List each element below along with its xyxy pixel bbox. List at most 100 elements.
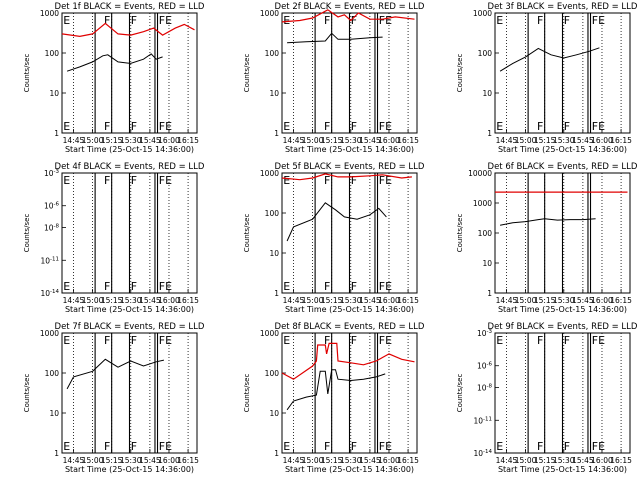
y-axis-label: Counts/sec bbox=[456, 374, 464, 413]
y-tick-label: 100 bbox=[265, 209, 280, 218]
flag-letter-bottom: E bbox=[283, 280, 290, 293]
y-tick-label: 1 bbox=[274, 289, 279, 298]
x-tick-label: 15:45 bbox=[572, 456, 594, 465]
flag-letter-top: F bbox=[537, 14, 543, 27]
panel-title: Det 1f BLACK = Events, RED = LLD bbox=[55, 2, 205, 12]
flag-letter-top: E bbox=[63, 14, 70, 27]
flag-letter-top: E bbox=[63, 174, 70, 187]
x-tick-label: 14:45 bbox=[496, 136, 518, 145]
x-axis-label: Start Time (25-Oct-15 14:36:00) bbox=[285, 145, 414, 154]
x-tick-label: 14:45 bbox=[63, 296, 85, 305]
x-tick-label: 16:15 bbox=[397, 136, 419, 145]
panel-det-4f: Det 4f BLACK = Events, RED = LLD Counts/s… bbox=[23, 162, 205, 314]
flag-letter-bottom: E bbox=[496, 440, 503, 453]
panel-title: Det 2f BLACK = Events, RED = LLD bbox=[275, 2, 425, 12]
x-tick-label: 15:30 bbox=[553, 136, 575, 145]
flag-letter-bottom: F bbox=[131, 440, 137, 453]
flag-letter-bottom: F bbox=[537, 440, 543, 453]
y-tick-label: 1000 bbox=[260, 169, 279, 178]
y-axis-label: Counts/sec bbox=[243, 374, 251, 413]
panel-title: Det 5f BLACK = Events, RED = LLD bbox=[275, 162, 425, 172]
flag-letter-bottom: F bbox=[351, 280, 357, 293]
x-tick-label: 16:00 bbox=[591, 296, 613, 305]
flag-letter-top: F bbox=[351, 14, 357, 27]
panel-title: Det 8f BLACK = Events, RED = LLD bbox=[275, 322, 425, 332]
flag-letter-bottom: F bbox=[131, 120, 137, 133]
flag-letter-bottom: FE bbox=[159, 120, 172, 133]
y-axis-label: Counts/sec bbox=[23, 54, 31, 93]
flag-letter-top: F bbox=[324, 14, 330, 27]
x-tick-label: 15:00 bbox=[515, 136, 537, 145]
y-tick-label: 10 bbox=[269, 409, 279, 418]
flag-letter-top: E bbox=[496, 334, 503, 347]
y-tick-label: 10-11 bbox=[40, 256, 59, 265]
x-tick-label: 15:15 bbox=[321, 296, 343, 305]
y-tick-label: 100 bbox=[265, 49, 280, 58]
x-tick-label: 15:15 bbox=[101, 456, 123, 465]
y-axis-label: Counts/sec bbox=[456, 54, 464, 93]
panel-det-9f: Det 9f BLACK = Events, RED = LLD Counts/s… bbox=[456, 322, 638, 474]
x-tick-label: 16:15 bbox=[177, 296, 199, 305]
flag-letter-bottom: F bbox=[131, 280, 137, 293]
x-tick-label: 15:00 bbox=[302, 456, 324, 465]
y-tick-label: 100 bbox=[478, 229, 493, 238]
x-tick-label: 16:00 bbox=[158, 456, 180, 465]
x-tick-label: 16:15 bbox=[610, 136, 632, 145]
flag-letter-top: F bbox=[564, 334, 570, 347]
y-tick-label: 1000 bbox=[473, 199, 492, 208]
series-line-lld bbox=[281, 173, 412, 181]
x-tick-label: 14:45 bbox=[496, 296, 518, 305]
flag-letter-top: F bbox=[537, 334, 543, 347]
y-tick-label: 100 bbox=[45, 49, 60, 58]
x-tick-label: 15:30 bbox=[340, 136, 362, 145]
panel-title: Det 9f BLACK = Events, RED = LLD bbox=[488, 322, 638, 332]
flag-letter-bottom: FE bbox=[592, 120, 605, 133]
panel-det-1f: Det 1f BLACK = Events, RED = LLD Counts/s… bbox=[23, 2, 205, 154]
x-tick-label: 16:00 bbox=[158, 136, 180, 145]
flag-letter-bottom: FE bbox=[379, 280, 392, 293]
series-line-events bbox=[286, 369, 386, 411]
panel-title: Det 6f BLACK = Events, RED = LLD bbox=[488, 162, 638, 172]
flag-letter-top: F bbox=[324, 334, 330, 347]
flag-letter-bottom: F bbox=[104, 280, 110, 293]
panel-det-6f: Det 6f BLACK = Events, RED = LLD Counts/s… bbox=[456, 162, 638, 314]
flag-letter-bottom: F bbox=[564, 120, 570, 133]
flag-letter-top: E bbox=[283, 174, 290, 187]
y-tick-label: 1 bbox=[487, 289, 492, 298]
flag-letter-bottom: E bbox=[63, 440, 70, 453]
flag-letter-bottom: FE bbox=[159, 280, 172, 293]
series-line-events bbox=[287, 32, 383, 44]
flag-letter-top: F bbox=[131, 334, 137, 347]
x-tick-label: 14:45 bbox=[496, 456, 518, 465]
x-tick-label: 16:15 bbox=[610, 296, 632, 305]
series-line-events bbox=[499, 218, 596, 226]
y-tick-label: 10-6 bbox=[477, 362, 493, 371]
x-tick-label: 16:00 bbox=[591, 136, 613, 145]
flag-letter-bottom: E bbox=[283, 440, 290, 453]
x-axis-label: Start Time (25-Oct-15 14:36:00) bbox=[285, 305, 414, 314]
x-axis-label: Start Time (25-Oct-15 14:36:00) bbox=[65, 145, 194, 154]
x-tick-label: 14:45 bbox=[283, 296, 305, 305]
flag-letter-top: E bbox=[496, 14, 503, 27]
y-tick-label: 10-6 bbox=[44, 202, 60, 211]
x-tick-label: 15:15 bbox=[534, 456, 556, 465]
flag-letter-bottom: FE bbox=[379, 440, 392, 453]
x-tick-label: 14:45 bbox=[63, 136, 85, 145]
flag-letter-bottom: E bbox=[63, 280, 70, 293]
y-tick-label: 10 bbox=[49, 409, 59, 418]
flag-letter-top: F bbox=[351, 334, 357, 347]
flag-letter-top: FE bbox=[379, 174, 392, 187]
flag-letter-top: F bbox=[104, 174, 110, 187]
flag-letter-bottom: E bbox=[496, 120, 503, 133]
panel-det-8f: Det 8f BLACK = Events, RED = LLD Counts/s… bbox=[243, 322, 425, 474]
panel-title: Det 7f BLACK = Events, RED = LLD bbox=[55, 322, 205, 332]
x-tick-label: 15:15 bbox=[534, 136, 556, 145]
x-tick-label: 15:45 bbox=[572, 296, 594, 305]
flag-letter-bottom: E bbox=[283, 120, 290, 133]
flag-letter-top: FE bbox=[592, 14, 605, 27]
x-tick-label: 16:15 bbox=[397, 296, 419, 305]
flag-letter-top: FE bbox=[159, 14, 172, 27]
y-tick-label: 1000 bbox=[40, 9, 59, 18]
y-tick-label: 100 bbox=[45, 369, 60, 378]
flag-letter-top: F bbox=[104, 14, 110, 27]
